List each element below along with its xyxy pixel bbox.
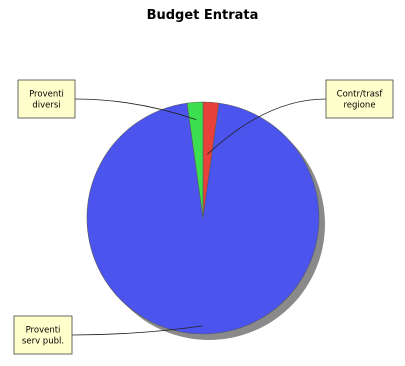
pie-slice: [186, 101, 204, 219]
slice-label: Proventi: [29, 90, 64, 100]
slice-label: Contr/trasf: [337, 90, 384, 100]
callout-box: [325, 79, 394, 119]
slice-label: regione: [343, 101, 375, 111]
callout-leader-line: [207, 98, 327, 155]
pie-slice: [86, 102, 320, 335]
callout-box: [17, 79, 76, 119]
slice-label: Proventi: [26, 326, 61, 336]
pie-slices-layer: [86, 101, 320, 335]
slice-label: diversi: [32, 101, 60, 111]
callout-box: [13, 315, 73, 355]
chart-title: Budget Entrata: [146, 8, 259, 23]
slice-label: serv publ.: [22, 337, 64, 347]
callout-leader-line: [71, 325, 204, 336]
callout-leader-line: [74, 98, 197, 121]
